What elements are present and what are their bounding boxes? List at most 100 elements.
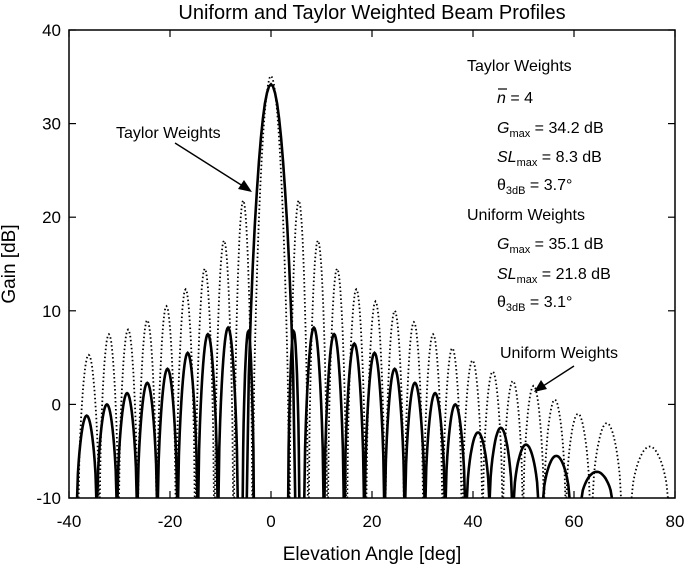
taylor-lobe [136, 381, 159, 499]
taylor-arrow-line [174, 142, 247, 189]
taylor-lobe [343, 341, 366, 499]
taylor-lobe [512, 443, 540, 499]
x-tick-label: -40 [57, 512, 82, 531]
x-tick-label: 20 [363, 512, 382, 531]
taylor-lobe [465, 431, 491, 499]
x-tick-label: 80 [666, 512, 685, 531]
uniform-lobe [156, 304, 177, 499]
taylor-theta-sub: 3dB [506, 185, 526, 197]
taylor-lobe [363, 351, 386, 499]
uniform-theta-symbol: θ [497, 294, 506, 311]
taylor-lobe [241, 328, 256, 499]
uniform-lobe [543, 398, 567, 499]
taylor-lobe [303, 325, 325, 499]
taylor-sl-value: = 8.3 dB [537, 149, 602, 166]
taylor-lobe [197, 332, 219, 499]
uniform-header: Uniform Weights [467, 207, 585, 224]
uniform-sl-value: = 21.8 dB [537, 266, 610, 283]
taylor-lobe [245, 82, 297, 499]
uniform-lobe [327, 267, 348, 499]
x-axis-ticks: -40 -20 0 20 40 60 80 [57, 30, 685, 531]
taylor-header: Taylor Weights [467, 58, 572, 75]
uniform-gmax-sub: max [509, 244, 530, 256]
uniform-lobe [194, 267, 215, 499]
taylor-lobe [75, 414, 98, 499]
y-tick-label: 30 [42, 115, 61, 134]
taylor-lobe [176, 351, 199, 499]
uniform-sl-symbol: SL [497, 266, 517, 283]
taylor-gmax-sub: max [509, 128, 530, 140]
taylor-gmax-symbol: G [497, 120, 509, 137]
uniform-theta-line: θ3dB = 3.1° [497, 294, 572, 314]
taylor-lobe [424, 391, 446, 499]
uniform-arrowhead-icon [534, 380, 547, 392]
uniform-lobe [591, 422, 622, 499]
taylor-theta-value: = 3.7° [525, 177, 572, 194]
y-tick-label: 40 [42, 21, 61, 40]
uniform-gmax-symbol: G [497, 236, 509, 253]
taylor-lobe [404, 381, 426, 499]
taylor-nbar-line: n = 4 [497, 90, 533, 107]
taylor-lobe [444, 402, 467, 499]
series-taylor [75, 82, 614, 499]
y-tick-label: 0 [52, 395, 61, 414]
uniform-lobe [251, 74, 291, 499]
nbar-symbol: n [497, 90, 506, 107]
x-tick-label: 40 [464, 512, 483, 531]
taylor-lobe [488, 426, 514, 499]
x-axis-label: Elevation Angle [deg] [283, 544, 462, 565]
uniform-lobe [462, 359, 483, 499]
taylor-lobe [156, 367, 179, 499]
taylor-gmax-value: = 34.2 dB [530, 120, 603, 137]
uniform-lobe [482, 370, 504, 499]
uniform-arrow-annotation: Uniform Weights [500, 345, 618, 392]
uniform-theta-sub: 3dB [506, 302, 526, 314]
taylor-lobe [541, 454, 571, 499]
uniform-lobe [175, 287, 196, 499]
uniform-lobe [403, 320, 424, 499]
uniform-arrow-line [539, 365, 575, 389]
y-axis-label: Gain [dB] [0, 224, 20, 303]
uniform-arrow-label: Uniform Weights [500, 345, 618, 362]
taylor-lobe [383, 367, 406, 499]
parameter-legend: Taylor Weights n = 4 Gmax = 34.2 dB SLma… [467, 58, 611, 314]
y-tick-label: 20 [42, 208, 61, 227]
uniform-lobe [565, 412, 591, 499]
y-tick-label: 10 [42, 302, 61, 321]
taylor-theta-symbol: θ [497, 177, 506, 194]
uniform-lobe [137, 318, 158, 499]
uniform-lobe [288, 198, 309, 499]
taylor-theta-line: θ3dB = 3.7° [497, 177, 572, 197]
uniform-lobe [346, 287, 367, 499]
taylor-sl-line: SLmax = 8.3 dB [497, 149, 602, 169]
taylor-arrowhead-icon [238, 180, 252, 192]
uniform-lobe [630, 445, 669, 499]
taylor-arrow-annotation: Taylor Weights [116, 125, 252, 192]
x-tick-label: -20 [158, 512, 183, 531]
y-tick-label: -10 [36, 489, 61, 508]
taylor-gmax-line: Gmax = 34.2 dB [497, 120, 604, 140]
uniform-lobe [365, 299, 386, 499]
plot-area [68, 29, 676, 499]
taylor-lobe [580, 470, 614, 499]
taylor-sl-symbol: SL [497, 149, 517, 166]
chart-title: Uniform and Taylor Weighted Beam Profile… [178, 2, 565, 24]
uniform-theta-value: = 3.1° [525, 294, 572, 311]
taylor-lobe [286, 328, 301, 499]
uniform-gmax-line: Gmax = 35.1 dB [497, 236, 604, 256]
taylor-lobe [323, 332, 345, 499]
taylor-arrow-label: Taylor Weights [116, 125, 221, 142]
uniform-lobe [77, 353, 100, 499]
uniform-lobe [502, 379, 524, 499]
nbar-value: = 4 [506, 90, 533, 107]
uniform-sl-line: SLmax = 21.8 dB [497, 266, 611, 286]
taylor-sl-sub: max [517, 157, 538, 169]
uniform-lobe [118, 328, 139, 499]
uniform-lobe [233, 198, 254, 499]
taylor-lobe [96, 402, 118, 499]
x-tick-label: 0 [266, 512, 275, 531]
series-layer [75, 74, 669, 499]
series-uniform [77, 74, 669, 499]
uniform-lobe [384, 309, 405, 499]
